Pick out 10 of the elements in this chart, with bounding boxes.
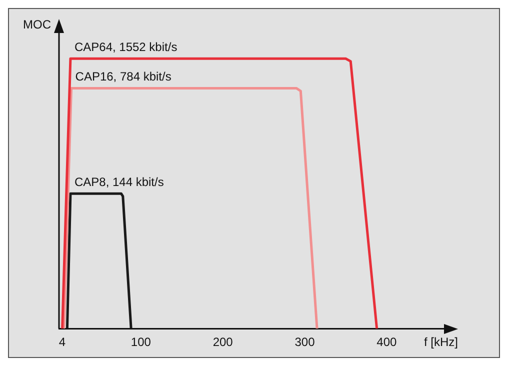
- x-tick-label: 300: [294, 335, 316, 350]
- series-label: CAP16, 784 kbit/s: [75, 70, 172, 84]
- series-label: CAP8, 144 kbit/s: [74, 174, 164, 189]
- series-label: CAP64, 1552 kbit/s: [74, 40, 178, 54]
- x-tick-label: 100: [130, 335, 152, 350]
- x-tick-label: 4: [58, 335, 66, 350]
- y-axis-title: MOC: [23, 17, 52, 32]
- x-tick-label: 400: [376, 335, 397, 350]
- x-tick-label: 200: [212, 335, 234, 350]
- x-axis-title: f [kHz]: [424, 334, 458, 349]
